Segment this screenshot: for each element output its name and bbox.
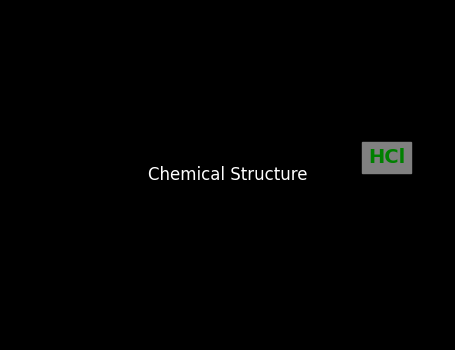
Text: Chemical Structure: Chemical Structure [148,166,307,184]
Text: HCl: HCl [368,148,405,167]
